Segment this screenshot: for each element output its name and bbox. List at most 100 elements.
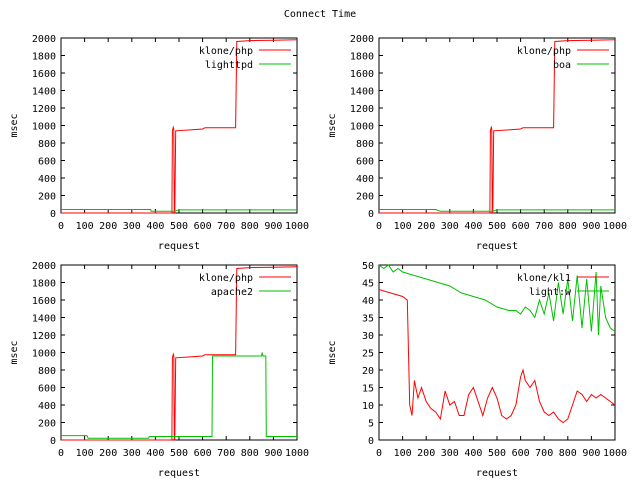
series-line-2 <box>61 352 297 439</box>
x-axis-label: request <box>158 468 200 479</box>
y-tick-label: 2000 <box>32 34 56 45</box>
x-tick-label: 300 <box>123 221 141 232</box>
y-tick-label: 1600 <box>32 296 56 307</box>
x-tick-label: 800 <box>559 221 577 232</box>
x-axis-label: request <box>158 241 200 252</box>
plot-panel-2: 0 100 200 300 400 500 600 700 800 900 100002004006… <box>327 34 627 252</box>
y-axis-label: msec <box>9 113 20 137</box>
y-tick-label: 2000 <box>32 261 56 272</box>
x-tick-label: 1000 <box>603 221 627 232</box>
y-tick-label: 1800 <box>350 52 374 63</box>
x-tick-label: 0 <box>58 448 64 459</box>
legend-label-1: klone/kl1 <box>517 273 571 284</box>
y-tick-label: 1200 <box>32 104 56 115</box>
x-tick-label: 900 <box>582 221 600 232</box>
x-tick-label: 500 <box>170 221 188 232</box>
x-tick-label: 100 <box>76 448 94 459</box>
series-line-1 <box>61 39 298 214</box>
x-tick-label: 100 <box>394 221 412 232</box>
x-tick-label: 800 <box>241 448 259 459</box>
x-tick-label: 0 <box>376 448 382 459</box>
x-tick-label: 500 <box>488 221 506 232</box>
x-tick-label: 1000 <box>603 448 627 459</box>
y-tick-label: 0 <box>50 209 56 220</box>
plot-panel-1: 0 100 200 300 400 500 600 700 800 900 1000 0 200 400 6… <box>9 34 309 252</box>
y-tick-label: 1600 <box>350 69 374 80</box>
x-tick-label: 300 <box>441 448 459 459</box>
y-tick-label: 800 <box>38 366 56 377</box>
plot-frame <box>378 37 616 214</box>
x-tick-label: 200 <box>99 448 117 459</box>
y-tick-label: 1400 <box>32 87 56 98</box>
legend-label-2: light:w <box>529 287 572 298</box>
x-tick-label: 700 <box>535 448 553 459</box>
x-tick-label: 1000 <box>285 221 309 232</box>
legend-label-2: boa <box>553 60 571 71</box>
y-tick-label: 1000 <box>32 349 56 360</box>
y-tick-label: 30 <box>362 331 374 342</box>
x-tick-label: 500 <box>488 448 506 459</box>
y-tick-label: 400 <box>38 174 56 185</box>
x-tick-label: 200 <box>99 221 117 232</box>
x-tick-label: 0 <box>58 221 64 232</box>
y-tick-label: 600 <box>38 384 56 395</box>
y-tick-label: 10 <box>362 401 374 412</box>
y-tick-label: 1400 <box>350 87 374 98</box>
y-tick-label: 1800 <box>32 52 56 63</box>
x-tick-label: 900 <box>582 448 600 459</box>
x-tick-label: 1000 <box>285 448 309 459</box>
y-tick-label: 200 <box>38 192 56 203</box>
plot-frame <box>60 264 298 441</box>
y-tick-label: 25 <box>362 349 374 360</box>
y-tick-label: 35 <box>362 314 374 325</box>
x-tick-label: 0 <box>376 221 382 232</box>
x-tick-label: 400 <box>464 221 482 232</box>
x-tick-label: 600 <box>512 221 530 232</box>
legend-label-1: klone/php <box>517 46 571 57</box>
y-tick-label: 1200 <box>350 104 374 115</box>
x-tick-label: 600 <box>194 221 212 232</box>
x-tick-label: 600 <box>512 448 530 459</box>
y-tick-label: 0 <box>368 436 374 447</box>
x-tick-label: 600 <box>194 448 212 459</box>
x-tick-label: 700 <box>217 221 235 232</box>
x-tick-label: 400 <box>146 221 164 232</box>
series-line-1 <box>61 266 298 441</box>
x-tick-label: 200 <box>417 221 435 232</box>
x-tick-label: 900 <box>264 448 282 459</box>
y-tick-label: 600 <box>38 157 56 168</box>
y-tick-label: 600 <box>356 157 374 168</box>
x-tick-label: 900 <box>264 221 282 232</box>
y-tick-label: 400 <box>38 401 56 412</box>
y-tick-label: 50 <box>362 261 374 272</box>
series-line-2 <box>61 209 297 212</box>
figure-title: Connect Time <box>284 9 356 20</box>
x-tick-label: 100 <box>394 448 412 459</box>
y-tick-label: 1600 <box>32 69 56 80</box>
y-tick-label: 5 <box>368 419 374 430</box>
y-tick-label: 0 <box>50 436 56 447</box>
x-axis-label: request <box>476 468 518 479</box>
y-axis-label: msec <box>327 340 338 364</box>
plot-panel-3: 0 100 200 300 400 500 600 700 800 900 100002004006… <box>9 261 309 479</box>
y-tick-label: 0 <box>368 209 374 220</box>
x-tick-label: 300 <box>441 221 459 232</box>
y-tick-label: 15 <box>362 384 374 395</box>
y-tick-label: 1000 <box>350 122 374 133</box>
y-tick-label: 45 <box>362 279 374 290</box>
series-line-1 <box>378 289 616 424</box>
x-tick-label: 800 <box>241 221 259 232</box>
x-axis-label: request <box>476 241 518 252</box>
x-tick-label: 400 <box>146 448 164 459</box>
x-tick-label: 100 <box>76 221 94 232</box>
y-tick-label: 1200 <box>32 331 56 342</box>
x-tick-label: 300 <box>123 448 141 459</box>
x-tick-label: 700 <box>217 448 235 459</box>
x-tick-label: 400 <box>464 448 482 459</box>
x-tick-label: 700 <box>535 221 553 232</box>
y-tick-label: 20 <box>362 366 374 377</box>
plot-frame <box>60 37 298 214</box>
series-line-2 <box>379 209 615 212</box>
